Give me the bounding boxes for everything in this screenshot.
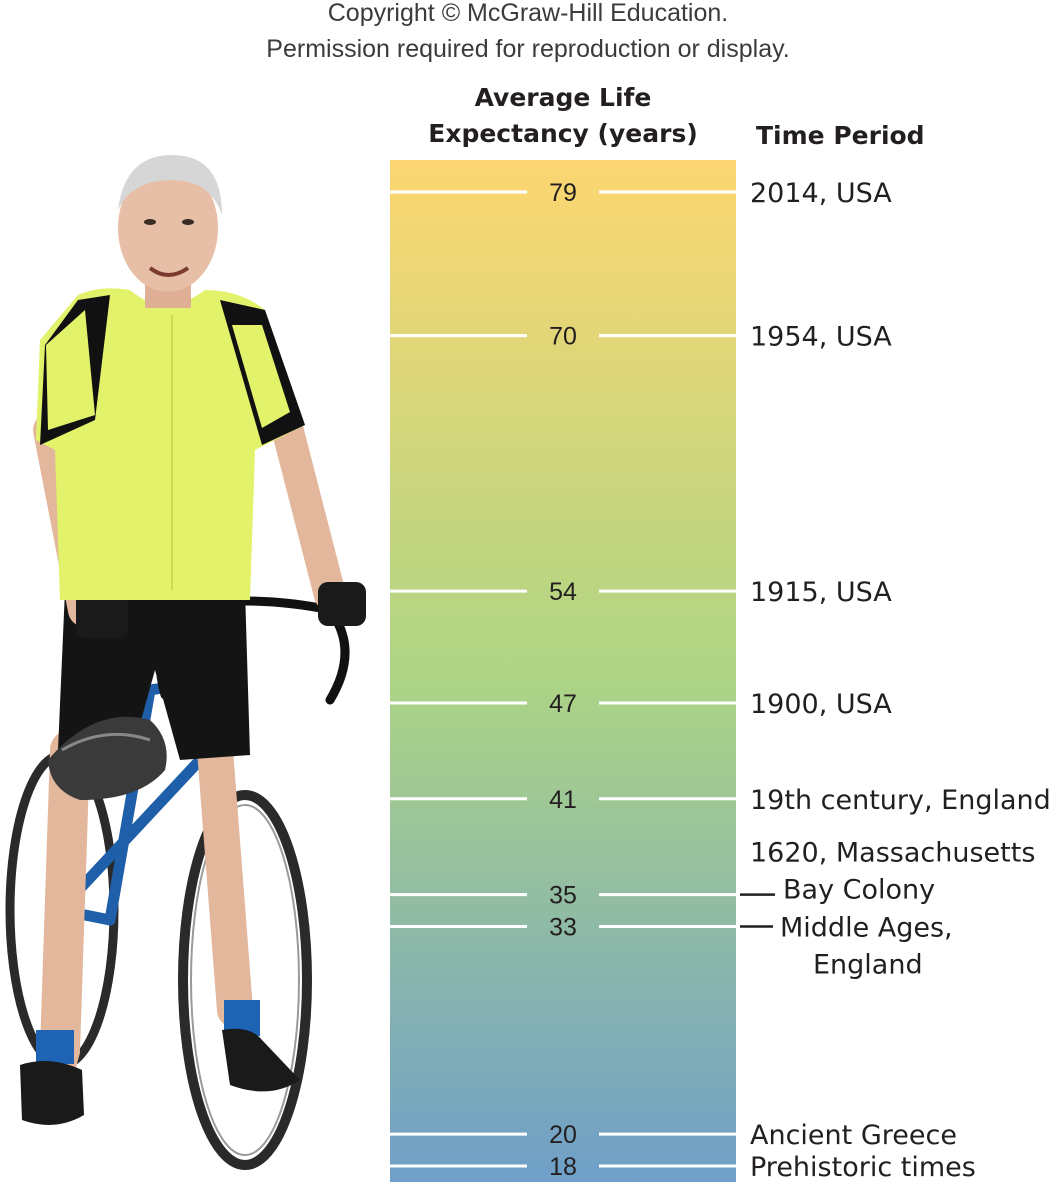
- legs: [20, 730, 300, 1125]
- value-label-20: 20: [549, 1121, 577, 1149]
- time-period-label: 19th century, England: [750, 785, 1051, 816]
- time-period-label: 1900, USA: [750, 689, 892, 720]
- value-label-35: 35: [549, 882, 577, 910]
- yellow-jersey: [36, 288, 305, 600]
- value-label-41: 41: [549, 786, 577, 814]
- time-period-label: Bay Colony: [783, 875, 935, 906]
- life-expectancy-bar: [390, 160, 736, 1182]
- time-period-label: 2014, USA: [750, 178, 892, 209]
- time-period-label: England: [813, 950, 923, 981]
- time-period-label: Ancient Greece: [750, 1120, 957, 1151]
- time-period-label: Middle Ages,: [780, 913, 953, 944]
- value-label-70: 70: [549, 323, 577, 351]
- front-wheel: [178, 790, 312, 1170]
- time-period-label: 1954, USA: [750, 322, 892, 353]
- value-label-18: 18: [549, 1153, 577, 1181]
- life-expectancy-header-line1: Average Life: [474, 83, 652, 112]
- life-expectancy-header: Average Life Expectancy (years): [400, 80, 726, 152]
- value-label-33: 33: [549, 914, 577, 942]
- time-period-header: Time Period: [756, 121, 925, 150]
- cyclist-photo: [5, 155, 366, 1170]
- head: [118, 155, 222, 308]
- life-expectancy-header-line2: Expectancy (years): [428, 119, 698, 148]
- time-period-label: 1915, USA: [750, 577, 892, 608]
- value-label-54: 54: [549, 578, 577, 606]
- time-period-label: Prehistoric times: [750, 1152, 976, 1183]
- copyright-line: Copyright © McGraw-Hill Education.: [327, 0, 729, 27]
- time-period-label: 1620, Massachusetts: [750, 838, 1035, 869]
- permission-line: Permission required for reproduction or …: [266, 35, 790, 63]
- value-label-47: 47: [549, 690, 577, 718]
- value-label-79: 79: [549, 179, 577, 207]
